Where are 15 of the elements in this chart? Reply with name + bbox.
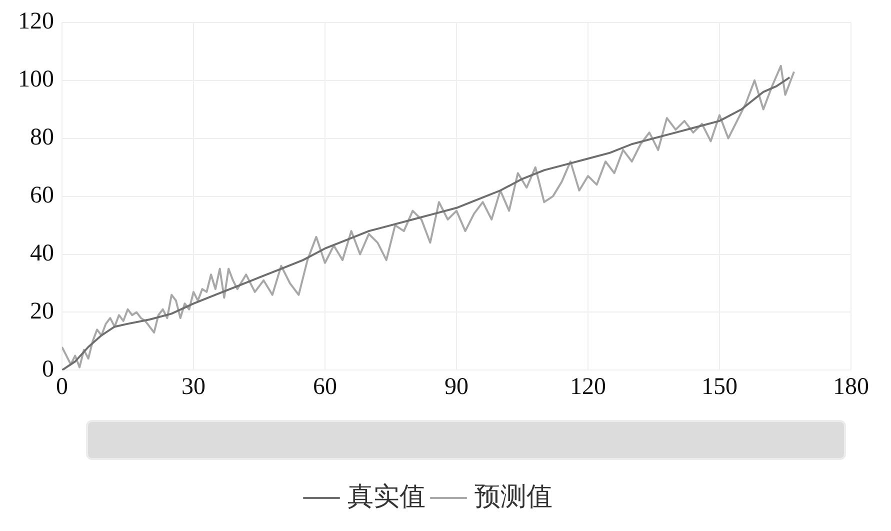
x-tick-label: 90: [444, 374, 468, 400]
y-tick-label: 40: [30, 240, 54, 267]
x-tick-label: 180: [833, 374, 869, 400]
legend-label: 真实值: [348, 482, 426, 512]
x-tick-label: 30: [182, 374, 206, 400]
x-tick-label: 60: [313, 374, 337, 400]
y-tick-label: 20: [30, 298, 54, 325]
legend-label: 预测值: [474, 482, 552, 512]
y-tick-label: 80: [30, 124, 54, 151]
y-tick-label: 120: [18, 8, 54, 35]
x-tick-label: 120: [570, 374, 606, 400]
x-tick-label: 150: [702, 374, 738, 400]
y-tick-label: 0: [42, 356, 54, 382]
y-tick-label: 100: [18, 66, 54, 93]
y-tick-label: 60: [30, 182, 54, 209]
